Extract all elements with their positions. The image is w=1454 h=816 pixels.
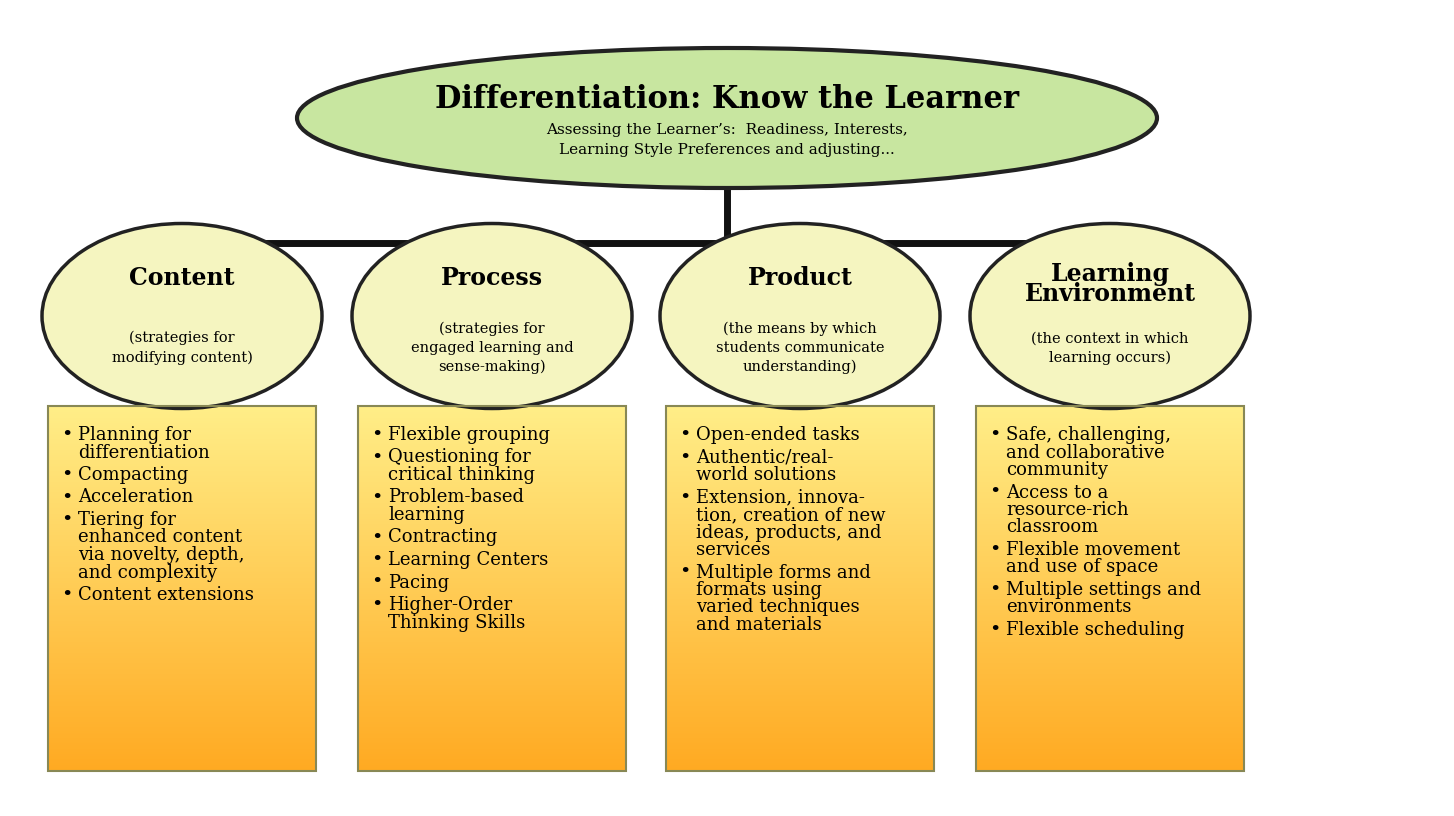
Text: Acceleration: Acceleration [79, 489, 193, 507]
Text: Content: Content [129, 266, 234, 290]
Text: formats using: formats using [696, 581, 822, 599]
Text: critical thinking: critical thinking [388, 466, 535, 484]
Text: •: • [371, 574, 382, 592]
Text: Contracting: Contracting [388, 529, 497, 547]
Text: ideas, products, and: ideas, products, and [696, 524, 881, 542]
Text: tion, creation of new: tion, creation of new [696, 506, 885, 524]
Text: (the means by which
students communicate
understanding): (the means by which students communicate… [715, 322, 884, 375]
Text: Multiple settings and: Multiple settings and [1006, 581, 1201, 599]
Text: Access to a: Access to a [1006, 484, 1108, 502]
Text: •: • [371, 426, 382, 444]
Ellipse shape [352, 224, 632, 409]
Ellipse shape [42, 224, 321, 409]
Text: •: • [371, 529, 382, 547]
Text: Questioning for: Questioning for [388, 449, 531, 467]
Text: •: • [679, 564, 691, 582]
Text: and use of space: and use of space [1006, 558, 1159, 576]
Text: Tiering for: Tiering for [79, 511, 176, 529]
Text: •: • [989, 621, 1000, 639]
Text: Assessing the Learner’s:  Readiness, Interests,
Learning Style Preferences and a: Assessing the Learner’s: Readiness, Inte… [547, 123, 907, 157]
Text: •: • [61, 511, 73, 529]
Text: •: • [371, 489, 382, 507]
Text: •: • [61, 489, 73, 507]
Bar [48, 406, 316, 771]
Bar [666, 406, 933, 771]
Text: Product: Product [747, 266, 852, 290]
Text: Authentic/real-: Authentic/real- [696, 449, 833, 467]
Text: Compacting: Compacting [79, 466, 189, 484]
Text: •: • [679, 489, 691, 507]
Text: •: • [679, 449, 691, 467]
Text: community: community [1006, 461, 1108, 479]
Text: Learning: Learning [1050, 262, 1169, 286]
Text: Flexible scheduling: Flexible scheduling [1006, 621, 1185, 639]
Text: environments: environments [1006, 598, 1131, 617]
Text: •: • [371, 551, 382, 569]
Text: Differentiation: Know the Learner: Differentiation: Know the Learner [435, 85, 1019, 116]
Text: •: • [989, 581, 1000, 599]
Text: •: • [371, 449, 382, 467]
Bar [976, 406, 1245, 771]
Text: and collaborative: and collaborative [1006, 444, 1165, 462]
Text: Open-ended tasks: Open-ended tasks [696, 426, 859, 444]
Text: learning: learning [388, 506, 465, 524]
Text: •: • [61, 426, 73, 444]
Text: via novelty, depth,: via novelty, depth, [79, 546, 244, 564]
Text: •: • [61, 466, 73, 484]
Text: world solutions: world solutions [696, 466, 836, 484]
Text: varied techniques: varied techniques [696, 598, 859, 617]
Text: (strategies for
modifying content): (strategies for modifying content) [112, 331, 253, 365]
Text: •: • [989, 541, 1000, 559]
Text: •: • [61, 586, 73, 604]
Text: Content extensions: Content extensions [79, 586, 254, 604]
Text: enhanced content: enhanced content [79, 529, 243, 547]
Text: Higher-Order: Higher-Order [388, 596, 512, 614]
Text: •: • [679, 426, 691, 444]
Text: (the context in which
learning occurs): (the context in which learning occurs) [1031, 331, 1189, 365]
Ellipse shape [970, 224, 1250, 409]
Text: classroom: classroom [1006, 518, 1098, 536]
Ellipse shape [660, 224, 939, 409]
Text: and complexity: and complexity [79, 564, 217, 582]
Text: differentiation: differentiation [79, 444, 209, 462]
Text: Process: Process [441, 266, 542, 290]
Text: Safe, challenging,: Safe, challenging, [1006, 426, 1170, 444]
Text: •: • [989, 426, 1000, 444]
Text: Flexible movement: Flexible movement [1006, 541, 1181, 559]
Text: Extension, innova-: Extension, innova- [696, 489, 865, 507]
Text: Learning Centers: Learning Centers [388, 551, 548, 569]
Text: (strategies for
engaged learning and
sense-making): (strategies for engaged learning and sen… [410, 322, 573, 375]
Text: •: • [989, 484, 1000, 502]
Text: Planning for: Planning for [79, 426, 190, 444]
Text: and materials: and materials [696, 616, 822, 634]
Text: Thinking Skills: Thinking Skills [388, 614, 525, 632]
Text: Multiple forms and: Multiple forms and [696, 564, 871, 582]
Text: Problem-based: Problem-based [388, 489, 523, 507]
Text: resource-rich: resource-rich [1006, 501, 1128, 519]
Text: Environment: Environment [1025, 282, 1195, 306]
Bar [358, 406, 627, 771]
Text: Flexible grouping: Flexible grouping [388, 426, 550, 444]
Text: Pacing: Pacing [388, 574, 449, 592]
Text: •: • [371, 596, 382, 614]
Text: services: services [696, 541, 771, 559]
Ellipse shape [297, 48, 1157, 188]
